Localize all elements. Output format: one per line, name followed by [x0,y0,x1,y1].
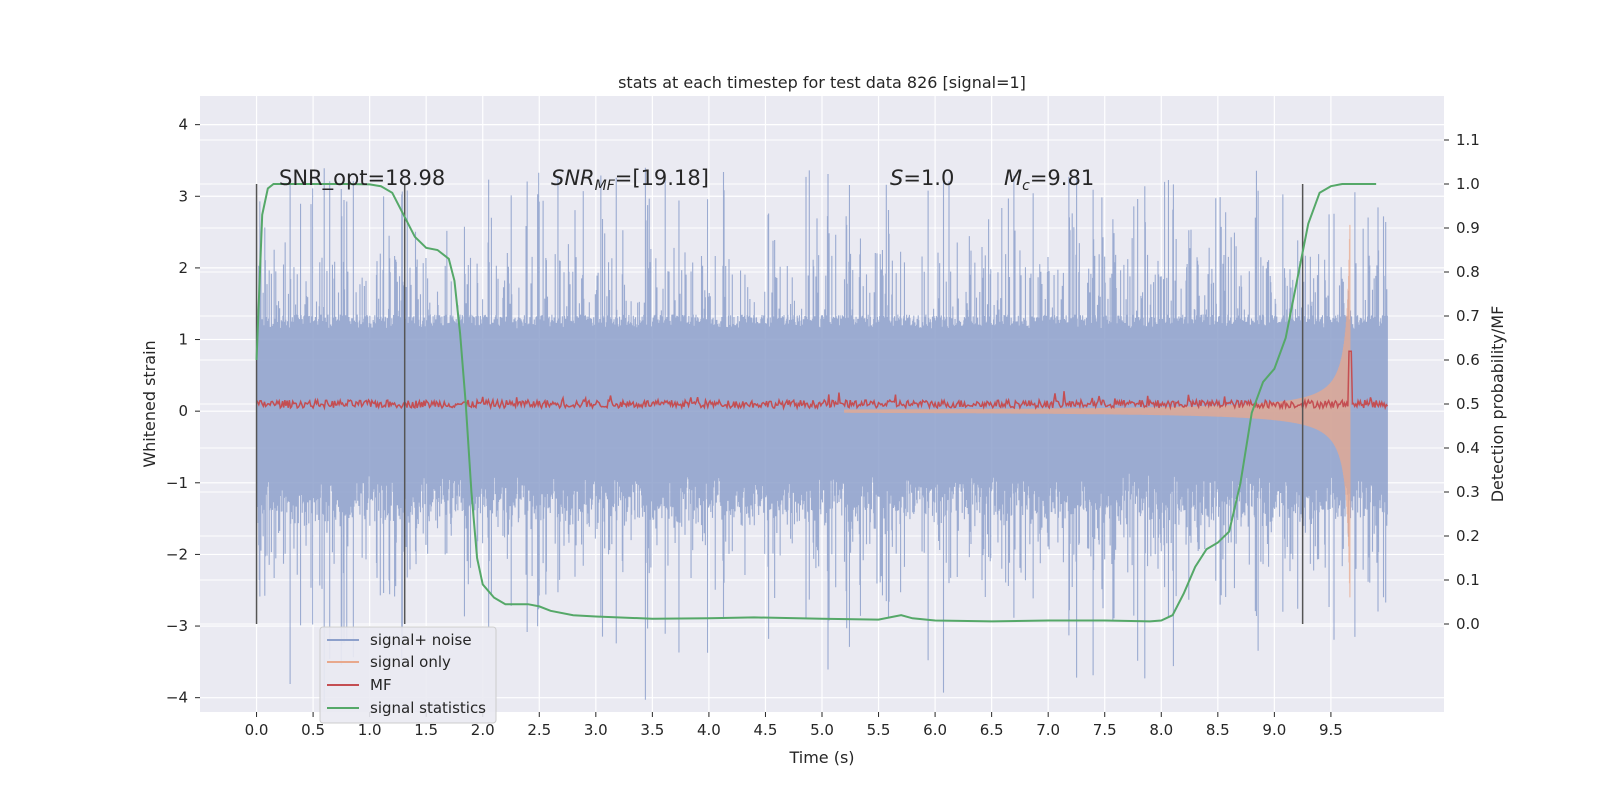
x-tick-label: 1.5 [414,721,438,739]
series-signal-statistics-line [255,183,1377,623]
legend-label-mf: MF [370,676,392,694]
y-tick-label: 3 [178,187,188,205]
x-tick-label: 8.0 [1149,721,1173,739]
x-tick-label: 2.0 [471,721,495,739]
y-axis-ticks: 4 3 2 1 0 −1 −2 −3 −4 [166,116,200,707]
y2-axis-label: Detection probability/MF [1488,306,1507,503]
annotation-mc: Mc=9.81 [1004,166,1094,194]
y2-tick-label: 0.3 [1456,483,1480,501]
y2-tick-label: 0.1 [1456,571,1480,589]
x-tick-label: 1.0 [358,721,382,739]
annotation-snr-mf: SNRMF=[19.18] [551,166,709,194]
y-tick-label: 4 [178,116,188,134]
x-tick-label: 9.0 [1262,721,1286,739]
y2-tick-label: 0.2 [1456,527,1480,545]
y2-tick-label: 0.6 [1456,351,1480,369]
y2-tick-label: 0.8 [1456,263,1480,281]
x-tick-label: 4.5 [754,721,778,739]
y-tick-label: 0 [178,402,188,420]
x-tick-label: 2.5 [527,721,551,739]
y-tick-label: −1 [166,474,188,492]
x-tick-label: 5.5 [867,721,891,739]
chart-title: stats at each timestep for test data 826… [618,73,1026,92]
x-tick-label: 3.0 [584,721,608,739]
y-axis-label: Whitened strain [140,340,159,467]
x-tick-label: 6.5 [980,721,1004,739]
x-tick-label: 4.0 [697,721,721,739]
y2-tick-label: 0.0 [1456,615,1480,633]
x-tick-label: 0.5 [301,721,325,739]
y2-tick-label: 0.9 [1456,219,1480,237]
x-tick-label: 7.5 [1093,721,1117,739]
x-tick-label: 8.5 [1206,721,1230,739]
annotation-s: S=1.0 [890,166,954,190]
x-tick-label: 3.5 [640,721,664,739]
series-mf-line [255,350,1389,411]
y-tick-label: −3 [166,617,188,635]
y-tick-label: 1 [178,331,188,349]
y-tick-label: −4 [166,689,188,707]
x-tick-label: 9.5 [1319,721,1343,739]
x-axis-ticks: 0.0 0.5 1.0 1.5 2.0 2.5 3.0 3.5 4.0 4.5 5.0 5.5 6.0 6… [245,712,1343,739]
y2-axis-ticks: 1.1 1.0 0.9 0.8 0.7 0.6 0.5 0.4 0.3 0.2 0.1 0.0 [1444,131,1480,633]
y-tick-label: 2 [178,259,188,277]
x-tick-label: 7.0 [1036,721,1060,739]
x-tick-label: 6.0 [923,721,947,739]
y2-tick-label: 0.5 [1456,395,1480,413]
x-tick-label: 5.0 [810,721,834,739]
x-axis-label: Time (s) [788,748,854,767]
legend: signal+ noise signal only MF signal stat… [319,626,497,724]
y2-tick-label: 0.4 [1456,439,1480,457]
plot-area [255,167,1389,703]
y2-tick-label: 1.0 [1456,175,1480,193]
legend-label-signal-only: signal only [370,653,451,671]
annotation-snr-opt: SNR_opt=18.98 [279,166,445,191]
y-tick-label: −2 [166,545,188,563]
legend-label-signal-statistics: signal statistics [370,699,486,717]
series-signal-only-line [844,224,1351,598]
legend-label-signal-noise: signal+ noise [370,631,472,649]
legend-box [319,626,497,724]
y2-tick-label: 0.7 [1456,307,1480,325]
y2-tick-label: 1.1 [1456,131,1480,149]
x-tick-label: 0.0 [245,721,269,739]
